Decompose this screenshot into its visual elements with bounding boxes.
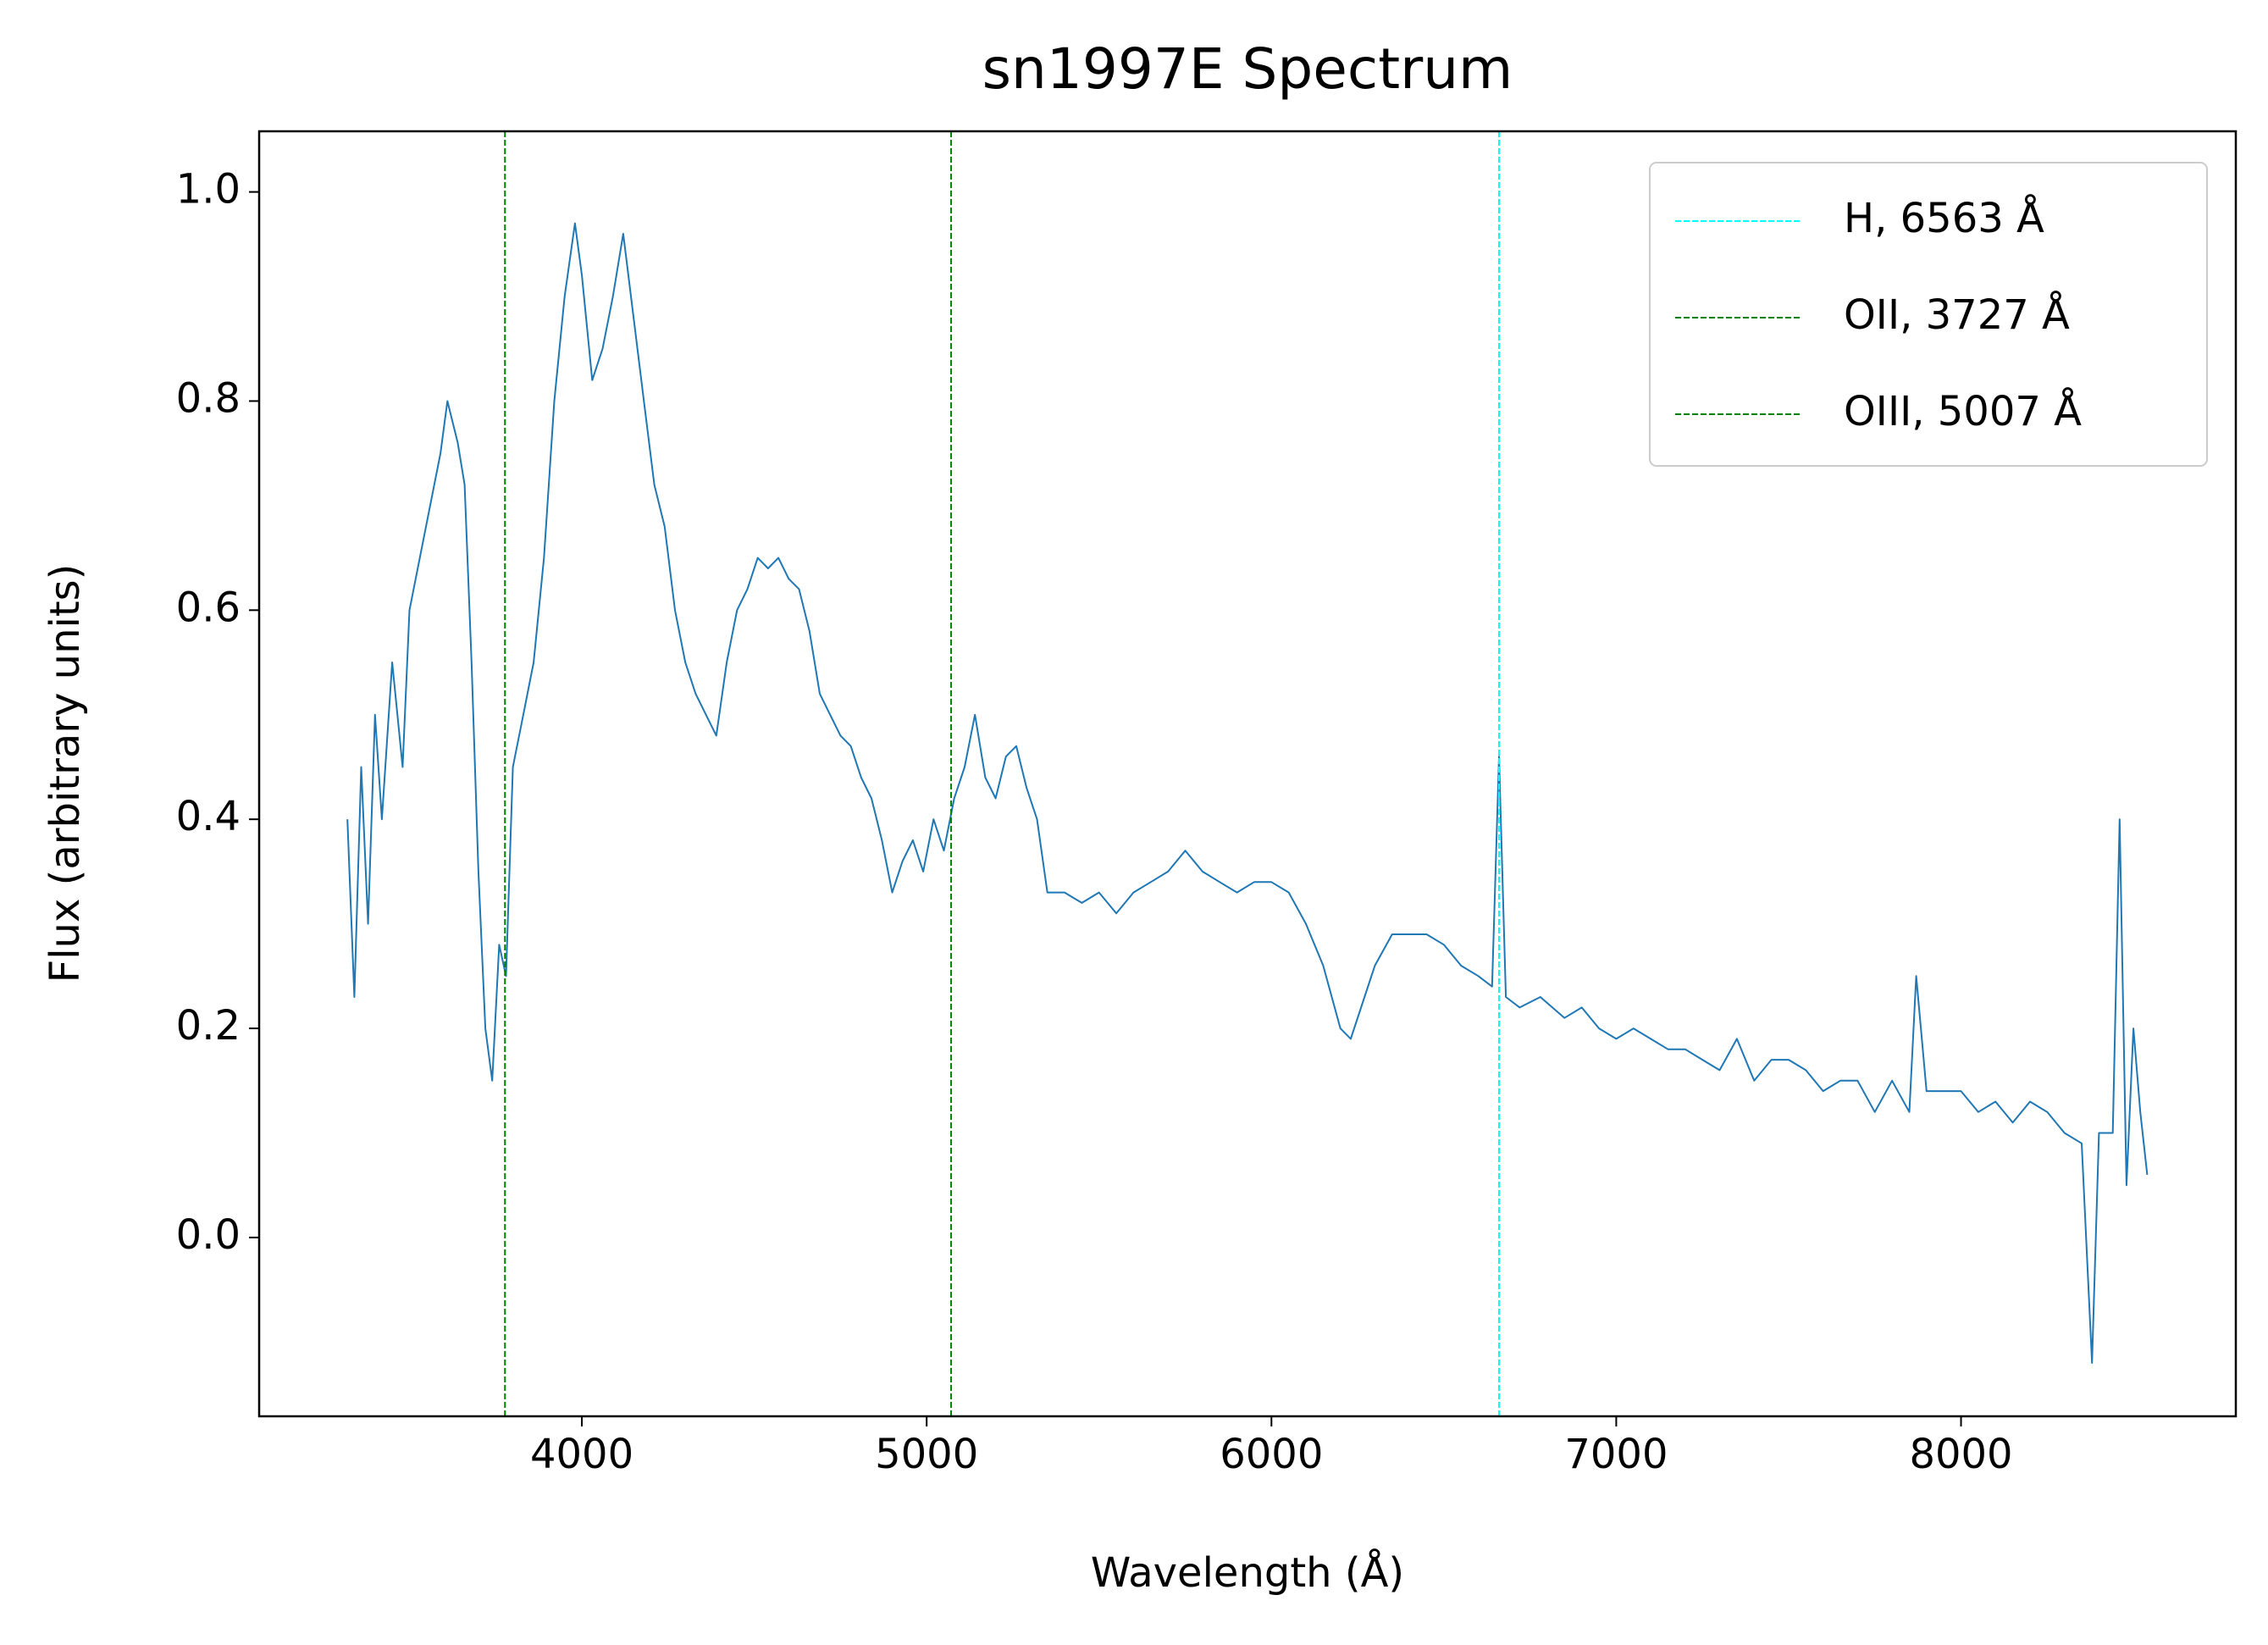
legend-label: OIII, 5007 Å — [1844, 387, 2082, 435]
y-axis-label: Flux (arbitrary units) — [41, 564, 89, 983]
y-tick-label: 0.4 — [176, 793, 241, 840]
y-tick-label: 0.8 — [176, 374, 241, 422]
x-tick-label: 5000 — [875, 1431, 978, 1478]
x-tick-label: 7000 — [1564, 1431, 1668, 1478]
x-tick-label: 8000 — [1909, 1431, 2012, 1478]
y-tick-label: 0.0 — [176, 1211, 241, 1259]
x-tick-label: 6000 — [1220, 1431, 1323, 1478]
x-axis-label: Wavelength (Å) — [1091, 1548, 1404, 1597]
y-tick-label: 0.2 — [176, 1002, 241, 1050]
y-tick-label: 0.6 — [176, 584, 241, 631]
legend-box — [1649, 162, 2208, 467]
spectrum-line — [346, 222, 2149, 1364]
chart-title: sn1997E Spectrum — [982, 36, 1513, 102]
legend-label: H, 6563 Å — [1844, 194, 2044, 242]
y-tick-label: 1.0 — [176, 166, 241, 213]
plot-frame — [257, 130, 2238, 1418]
x-tick-label: 4000 — [530, 1431, 633, 1478]
legend-label: OII, 3727 Å — [1844, 291, 2070, 339]
